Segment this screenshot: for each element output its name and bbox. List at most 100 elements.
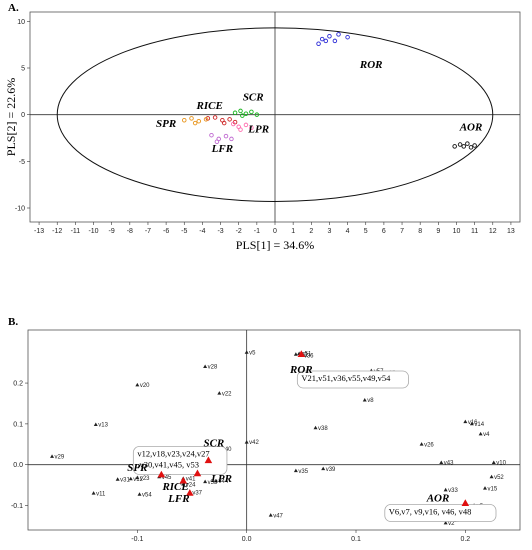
loading-label-v47: v47 xyxy=(273,513,283,519)
x-tick-label: 0.0 xyxy=(242,536,252,543)
loading-label-v10: v10 xyxy=(496,461,506,467)
x-tick-label: 3 xyxy=(327,228,331,235)
y-tick-label: -10 xyxy=(15,206,25,213)
loading-label-v26: v26 xyxy=(424,442,434,448)
loading-label-v44: v44 xyxy=(219,479,229,485)
loading-label-v24: v24 xyxy=(186,482,196,488)
group-label-ror: ROR xyxy=(359,59,383,71)
loading-point-v23 xyxy=(135,475,140,480)
y-tick-label: 0.0 xyxy=(13,462,23,469)
sample-point-lfr xyxy=(229,136,234,142)
sample-point-spr xyxy=(189,116,194,121)
sample-point-ror xyxy=(319,36,325,42)
sample-point-rice xyxy=(221,120,227,126)
sample-point-rice xyxy=(212,115,218,120)
loading-point-v33 xyxy=(443,487,448,492)
x-tick-label: 7 xyxy=(400,228,404,235)
group-label-spr: SPR xyxy=(156,118,176,130)
loading-label-v28: v28 xyxy=(208,365,218,371)
group-label-rice: RICE xyxy=(196,100,223,112)
sample-point-spr xyxy=(192,120,198,126)
loading-point-v28 xyxy=(203,364,208,369)
x-tick-label: 6 xyxy=(382,228,386,235)
confidence-ellipse xyxy=(56,27,494,202)
sample-point-scr xyxy=(232,110,238,116)
sample-point-lpr xyxy=(249,125,254,130)
x-tick-label: 10 xyxy=(453,228,461,235)
loading-point-v20 xyxy=(135,382,140,387)
loading-label-v42: v42 xyxy=(249,440,259,446)
loading-point-v26 xyxy=(419,442,424,446)
loading-label-v20: v20 xyxy=(140,383,150,389)
loading-label-v23: v23 xyxy=(140,476,150,482)
panel-a: A.-13 -12 -11 -10 -9 -8 -7 -6 -5 -4 -3 -2 -1 0 1 2 3 4 5 6 7… xyxy=(4,2,521,252)
group-label-spr: SPR xyxy=(127,462,147,474)
x-tick-label: -3 xyxy=(217,228,223,235)
loading-label-v41: v41 xyxy=(186,477,196,483)
annotation-box xyxy=(132,446,228,475)
loading-label-v43: v43 xyxy=(444,461,454,467)
group-marker-lfr xyxy=(186,489,194,496)
group-label-lpr: LPR xyxy=(247,123,269,135)
loading-label-v8: v8 xyxy=(367,398,374,404)
loading-point-v22 xyxy=(217,391,222,395)
x-tick-label: 2 xyxy=(309,228,313,235)
loading-point-v52 xyxy=(489,474,494,479)
sample-point-ror xyxy=(316,41,321,46)
x-tick-label: 5 xyxy=(364,228,368,235)
loading-point-v53 xyxy=(203,479,208,484)
group-label-rice: RICE xyxy=(161,481,188,493)
x-tick-label: 1 xyxy=(291,228,295,235)
annotation-box xyxy=(296,370,409,389)
loading-point-v4 xyxy=(478,431,483,436)
loading-label-v45: v45 xyxy=(162,475,172,481)
loading-label-v4: v4 xyxy=(483,432,490,438)
loading-label-v54: v54 xyxy=(142,492,152,498)
x-tick-label: -12 xyxy=(52,228,62,235)
loading-label-v31: v31 xyxy=(120,477,130,483)
sample-point-ror xyxy=(323,38,329,44)
x-tick-label: 9 xyxy=(436,228,440,235)
y-axis-title: PLS[2] = 22.6% xyxy=(4,78,18,156)
x-tick-label: -1 xyxy=(254,228,260,235)
y-tick-label: 5 xyxy=(21,66,25,73)
sample-point-ror xyxy=(332,38,338,44)
sample-point-ror xyxy=(336,32,341,37)
x-tick-label: 11 xyxy=(471,228,478,235)
x-axis-title: PLS[1] = 34.6% xyxy=(236,238,314,252)
loading-point-v2 xyxy=(443,520,448,525)
loading-label-v22: v22 xyxy=(222,391,232,397)
loading-point-v35 xyxy=(293,468,298,473)
loading-point-v39 xyxy=(321,466,326,471)
x-tick-label: 8 xyxy=(418,228,422,235)
annotation-text: V6,v7, v9,v16, v46, v48 xyxy=(389,506,472,516)
sample-point-lpr xyxy=(238,127,243,132)
y-tick-label: -0.1 xyxy=(11,503,23,510)
sample-point-ror xyxy=(327,34,332,39)
group-label-scr: SCR xyxy=(203,437,224,449)
sample-point-scr xyxy=(254,112,260,117)
loading-label-v53: v53 xyxy=(208,480,218,486)
loading-point-v15 xyxy=(483,486,487,490)
x-tick-label: -0.1 xyxy=(131,536,143,543)
x-tick-label: -2 xyxy=(236,228,242,235)
y-tick-label: 0 xyxy=(21,112,25,119)
group-marker-lpr xyxy=(179,476,188,484)
loading-point-v12 xyxy=(128,476,133,481)
x-tick-label: -4 xyxy=(199,228,205,235)
loading-point-v43 xyxy=(439,460,444,464)
sample-point-scr xyxy=(240,113,245,118)
loading-point-v44 xyxy=(214,478,219,483)
sample-point-aor xyxy=(465,141,470,146)
annotation-box xyxy=(384,504,497,522)
loading-label-v37: v37 xyxy=(192,490,202,496)
sample-point-lfr xyxy=(209,132,214,138)
sample-point-aor xyxy=(452,144,457,149)
loading-label-v51: v51 xyxy=(302,352,312,358)
sample-point-scr xyxy=(238,108,243,114)
sample-point-aor xyxy=(457,142,463,147)
y-tick-label: 0.1 xyxy=(13,421,23,428)
group-label-lfr: LFR xyxy=(211,143,233,155)
loading-point-v42 xyxy=(244,440,249,444)
sample-point-lfr xyxy=(223,133,229,139)
